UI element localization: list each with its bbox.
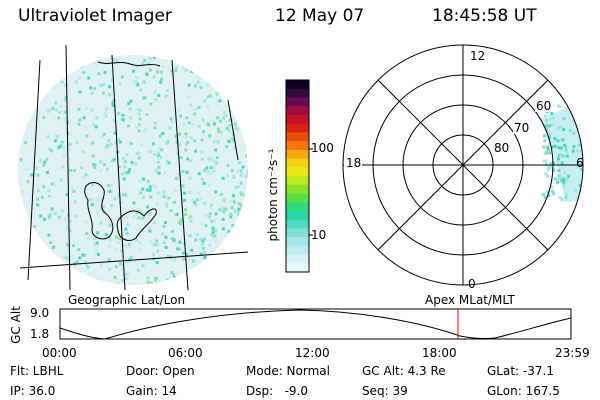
polar-plot: 12 18 6 0 60 70 80 <box>342 44 584 291</box>
alt-ymax: 9.0 <box>30 306 50 320</box>
info-dsp: Dsp: -9.0 <box>246 384 309 398</box>
colorbar <box>285 79 313 273</box>
colorbar-band <box>286 88 309 98</box>
info-gc-alt: GC Alt: 4.3 Re <box>362 364 446 378</box>
geographic-image <box>18 44 249 291</box>
x-tick-0: 00:00 <box>42 346 77 360</box>
info-glat: GLat: -37.1 <box>487 364 554 378</box>
info-gain: Gain: 14 <box>126 384 177 398</box>
info-mode: Mode: Normal <box>246 364 330 378</box>
polar-lat-80: 80 <box>494 141 509 155</box>
colorbar-band <box>286 97 309 107</box>
polar-grid <box>342 44 584 286</box>
polar-lat-70: 70 <box>514 121 529 135</box>
colorbar-band <box>286 123 309 133</box>
polar-label-18: 18 <box>346 156 361 170</box>
x-tick-3: 18:00 <box>422 346 457 360</box>
colorbar-band <box>286 254 309 264</box>
x-tick-1: 06:00 <box>168 346 203 360</box>
polar-label-12: 12 <box>470 49 485 63</box>
alt-plot-frame <box>59 308 572 340</box>
date-label: 12 May 07 <box>275 6 365 26</box>
info-flt: Flt: LBHL <box>10 364 64 378</box>
colorbar-gradient <box>286 80 309 273</box>
colorbar-band <box>286 228 309 238</box>
colorbar-band <box>286 237 309 247</box>
x-tick-4: 23:59 <box>555 346 590 360</box>
colorbar-band <box>286 202 309 212</box>
apex-label: Apex MLat/MLT <box>425 293 515 307</box>
x-tick-2: 12:00 <box>295 346 330 360</box>
geographic-label: Geographic Lat/Lon <box>68 293 186 307</box>
info-ip: IP: 36.0 <box>10 384 56 398</box>
colorbar-band <box>286 167 309 177</box>
polar-label-0: 0 <box>468 277 476 291</box>
image-disk <box>18 55 248 285</box>
colorbar-band <box>286 149 309 160</box>
alt-ymin: 1.8 <box>30 327 50 341</box>
colorbar-band <box>286 114 309 125</box>
colorbar-band <box>286 106 309 116</box>
time-label: 18:45:58 UT <box>432 6 537 26</box>
polar-lat-60: 60 <box>536 99 551 113</box>
colorbar-band <box>286 219 309 229</box>
info-door: Door: Open <box>126 364 195 378</box>
info-glon: GLon: 167.5 <box>487 384 560 398</box>
colorbar-band <box>286 176 309 186</box>
colorbar-band <box>286 80 309 90</box>
colorbar-tick-10: 10 <box>311 228 327 242</box>
instrument-title: Ultraviolet Imager <box>18 6 172 26</box>
polar-label-6: 6 <box>576 156 584 170</box>
colorbar-band <box>286 132 309 142</box>
lat-lon-grid <box>19 44 249 291</box>
colorbar-band <box>286 263 309 273</box>
polar-emission-region <box>540 95 583 202</box>
colorbar-band <box>286 193 309 203</box>
altitude-plot <box>59 308 572 340</box>
colorbar-band <box>286 245 309 256</box>
colorbar-band <box>286 158 309 168</box>
info-seq: Seq: 39 <box>362 384 408 398</box>
colorbar-band <box>286 184 309 194</box>
colorbar-unit-label: photon cm⁻²s⁻¹ <box>266 148 280 242</box>
altitude-curve <box>59 309 572 340</box>
colorbar-band <box>286 141 309 151</box>
colorbar-band <box>286 210 309 221</box>
coastline <box>84 61 161 241</box>
colorbar-tick-100: 100 <box>311 141 334 155</box>
